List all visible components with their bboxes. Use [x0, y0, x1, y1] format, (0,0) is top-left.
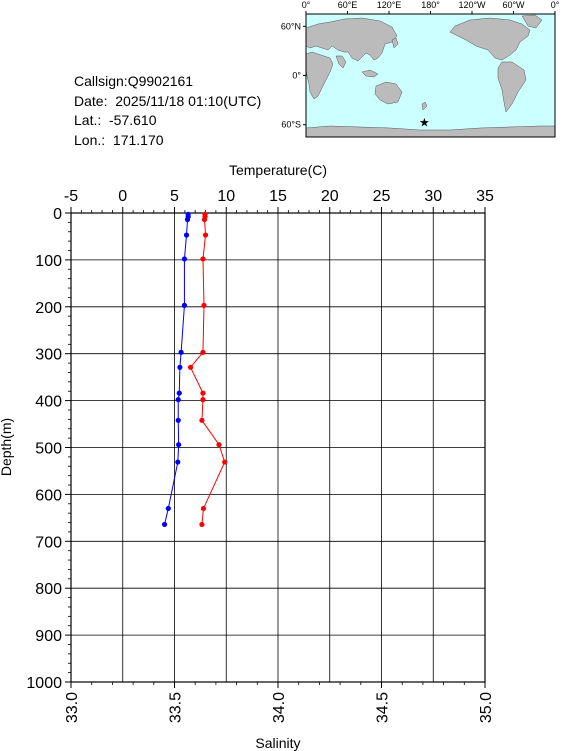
temperature-data-point	[216, 442, 222, 448]
salinity-data-point	[175, 459, 181, 465]
temperature-data-point	[200, 390, 206, 396]
salinity-data-point	[175, 417, 181, 423]
depth-tick-label: 0	[53, 206, 62, 223]
station-info: Callsign:Q9902161 Date: 2025/11/18 01:10…	[74, 72, 261, 150]
temperature-axis-title: Temperature(C)	[229, 162, 327, 178]
salinity-data-point	[181, 256, 188, 262]
salinity-data-point	[184, 216, 191, 223]
latitude-label: Lat.: -57.610	[74, 112, 157, 128]
temperature-tick-label: 35	[476, 188, 494, 205]
temperature-data-point	[200, 505, 207, 512]
temperature-profile-line	[189, 214, 226, 525]
africa-land	[305, 51, 334, 100]
temperature-data-point	[201, 302, 207, 308]
temperature-tick-label: -5	[64, 188, 78, 205]
depth-tick-label: 500	[35, 441, 62, 458]
temperature-tick-label: 15	[269, 188, 287, 205]
depth-tick-label: 200	[35, 300, 62, 317]
map-lon-label: 120°W	[458, 0, 486, 10]
temperature-data-point	[202, 232, 209, 238]
depth-tick-label: 600	[35, 487, 62, 504]
map-lon-label: 60°W	[502, 0, 525, 10]
salinity-data-point	[176, 442, 182, 448]
salinity-data-point	[161, 521, 168, 528]
map-lon-label: 180°	[421, 0, 440, 10]
salinity-tick-label: 34.0	[271, 692, 288, 723]
map-land	[305, 14, 556, 138]
depth-tick-label: 900	[35, 628, 62, 645]
temperature-data-point	[222, 459, 228, 465]
callsign-label: Callsign:Q9902161	[74, 73, 194, 89]
salinity-tick-label: 33.5	[168, 692, 185, 723]
salinity-data-point	[178, 349, 184, 355]
temperature-data-point	[187, 364, 194, 370]
longitude-label: Lon.: 171.170	[74, 131, 164, 148]
north-america-land	[449, 17, 531, 61]
temperature-tick-label: 25	[373, 188, 391, 205]
map-lon-label: 0°	[302, 0, 311, 10]
salinity-data-point	[176, 390, 182, 396]
temperature-data-point	[199, 417, 205, 423]
map-lon-label: 0°	[551, 0, 560, 10]
temperature-tick-label: 20	[321, 188, 339, 205]
temperature-data-point	[200, 256, 206, 262]
newzealand-land	[421, 101, 428, 111]
salinity-tick-label: 33.0	[64, 692, 81, 723]
salinity-data-point	[165, 505, 171, 512]
salinity-tick-label: 35.0	[478, 692, 495, 723]
depth-tick-label: 100	[35, 253, 62, 270]
indonesia-land	[361, 69, 379, 78]
temperature-tick-label: 5	[170, 188, 179, 205]
star-icon: ★	[419, 116, 430, 130]
eurasia-land	[305, 17, 398, 62]
salinity-data-point	[177, 364, 183, 370]
temperature-data-point	[200, 397, 206, 403]
temperature-tick-label: 30	[424, 188, 442, 205]
map-lon-label: 60°E	[338, 0, 358, 10]
depth-tick-label: 400	[35, 394, 62, 411]
depth-tick-label: 300	[35, 347, 62, 364]
temperature-data-point	[201, 216, 208, 223]
india-land	[335, 55, 347, 69]
depth-tick-label: 800	[35, 581, 62, 598]
map-lon-label: 120°E	[377, 0, 402, 10]
salinity-data-point	[183, 232, 190, 238]
chart-grid	[71, 213, 485, 682]
date-label: Date: 2025/11/18 01:10(UTC)	[74, 92, 262, 109]
chart-series	[161, 211, 228, 528]
depth-axis-title: Depth(m)	[0, 418, 14, 476]
salinity-data-point	[175, 397, 181, 403]
map-ticks: 0° 60°E 120°E 180° 120°W 60°W 0° 60°N 0° 60°S	[281, 0, 560, 130]
salinity-data-point	[181, 302, 188, 308]
depth-tick-label: 700	[35, 534, 62, 551]
south-america-land	[497, 61, 527, 113]
temperature-tick-label: 0	[118, 188, 127, 205]
greenland-land	[521, 14, 543, 29]
depth-tick-label: 1000	[26, 675, 62, 692]
map-lat-label: 0°	[292, 71, 301, 81]
salinity-axis-title: Salinity	[255, 735, 300, 751]
japan-land	[391, 37, 399, 49]
map-lat-label: 60°N	[281, 21, 301, 31]
australia-land	[374, 81, 403, 105]
temperature-data-point	[199, 521, 205, 528]
chart-ticks: -5 0 5 10 15 20 25 30 35010020030040050060070080…	[26, 188, 495, 723]
temperature-data-point	[200, 349, 206, 355]
temperature-tick-label: 10	[217, 188, 235, 205]
salinity-tick-label: 34.5	[375, 692, 392, 723]
map-lat-label: 60°S	[281, 120, 301, 130]
